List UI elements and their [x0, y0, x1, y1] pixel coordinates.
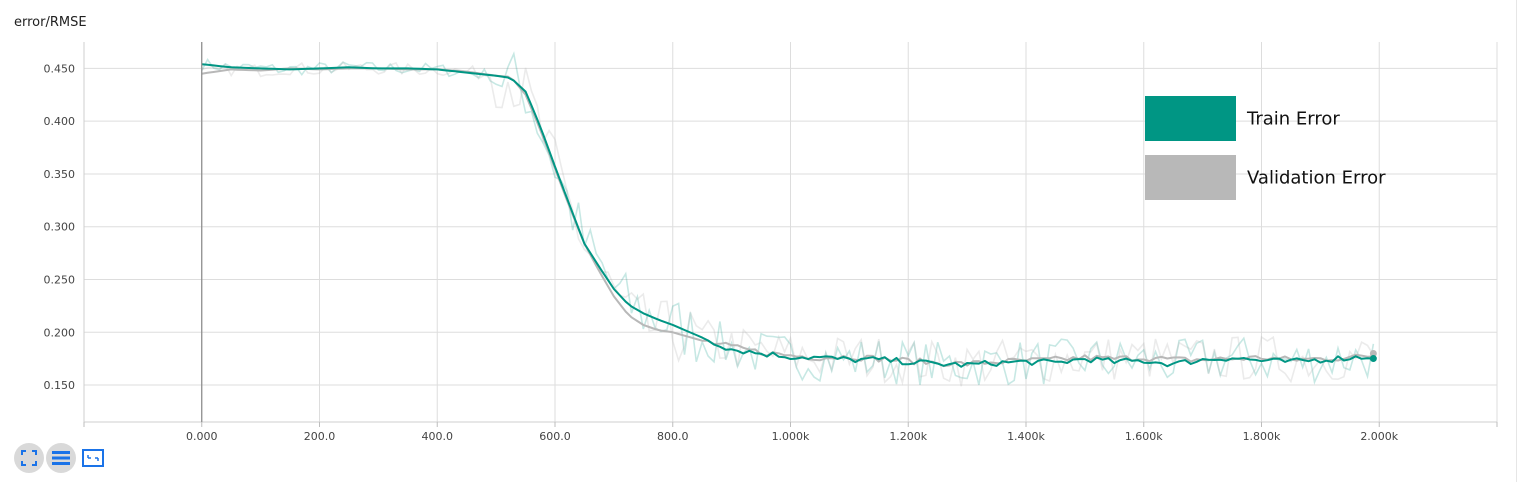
legend: Train Error Validation Error [1145, 96, 1386, 200]
x-tick-label: 400.0 [422, 430, 454, 443]
fit-domain-button[interactable] [78, 443, 108, 473]
fit-domain-icon [82, 449, 104, 467]
y-tick-label: 0.450 [44, 62, 76, 75]
fullscreen-icon [21, 450, 37, 466]
x-tick-label: 1.600k [1125, 430, 1163, 443]
raw-series-line [201, 61, 1375, 387]
toggle-log-scale-button[interactable] [46, 443, 76, 473]
grid-layer [84, 42, 1498, 422]
tick-label-layer: 0.000 200.0 400.0 600.0 800.0 1.000k 1.200k 1.4… [44, 62, 1399, 443]
raw-series-line [201, 51, 1375, 386]
x-tick-label: 800.0 [657, 430, 689, 443]
chart-title: error/RMSE [14, 15, 87, 30]
x-tick-label: 1.000k [772, 430, 810, 443]
y-tick-label: 0.250 [44, 274, 76, 287]
axis-layer [83, 42, 1498, 427]
y-tick-label: 0.300 [44, 221, 76, 234]
x-tick-label: 200.0 [304, 430, 336, 443]
series-layer [201, 63, 1377, 368]
card-right-border [1516, 0, 1517, 482]
y-tick-label: 0.150 [44, 379, 76, 392]
y-tick-label: 0.400 [44, 115, 76, 128]
train-error-line [201, 63, 1374, 368]
legend-swatch [1145, 155, 1236, 200]
x-tick-label: 2.000k [1360, 430, 1398, 443]
y-tick-label: 0.350 [44, 168, 76, 181]
fullscreen-button[interactable] [14, 443, 44, 473]
x-tick-label: 600.0 [539, 430, 571, 443]
y-tick-label: 0.200 [44, 326, 76, 339]
list-icon [52, 451, 70, 465]
legend-label: Train Error [1246, 109, 1340, 130]
raw-series-layer [201, 51, 1375, 387]
validation-error-endpoint [1369, 350, 1377, 357]
legend-label: Validation Error [1247, 168, 1386, 189]
train-error-endpoint [1369, 355, 1377, 363]
x-tick-label: 0.000 [186, 430, 218, 443]
x-tick-label: 1.400k [1007, 430, 1045, 443]
chart-toolbar [14, 443, 108, 473]
legend-swatch [1145, 96, 1236, 141]
x-tick-label: 1.200k [889, 430, 927, 443]
x-tick-label: 1.800k [1243, 430, 1281, 443]
